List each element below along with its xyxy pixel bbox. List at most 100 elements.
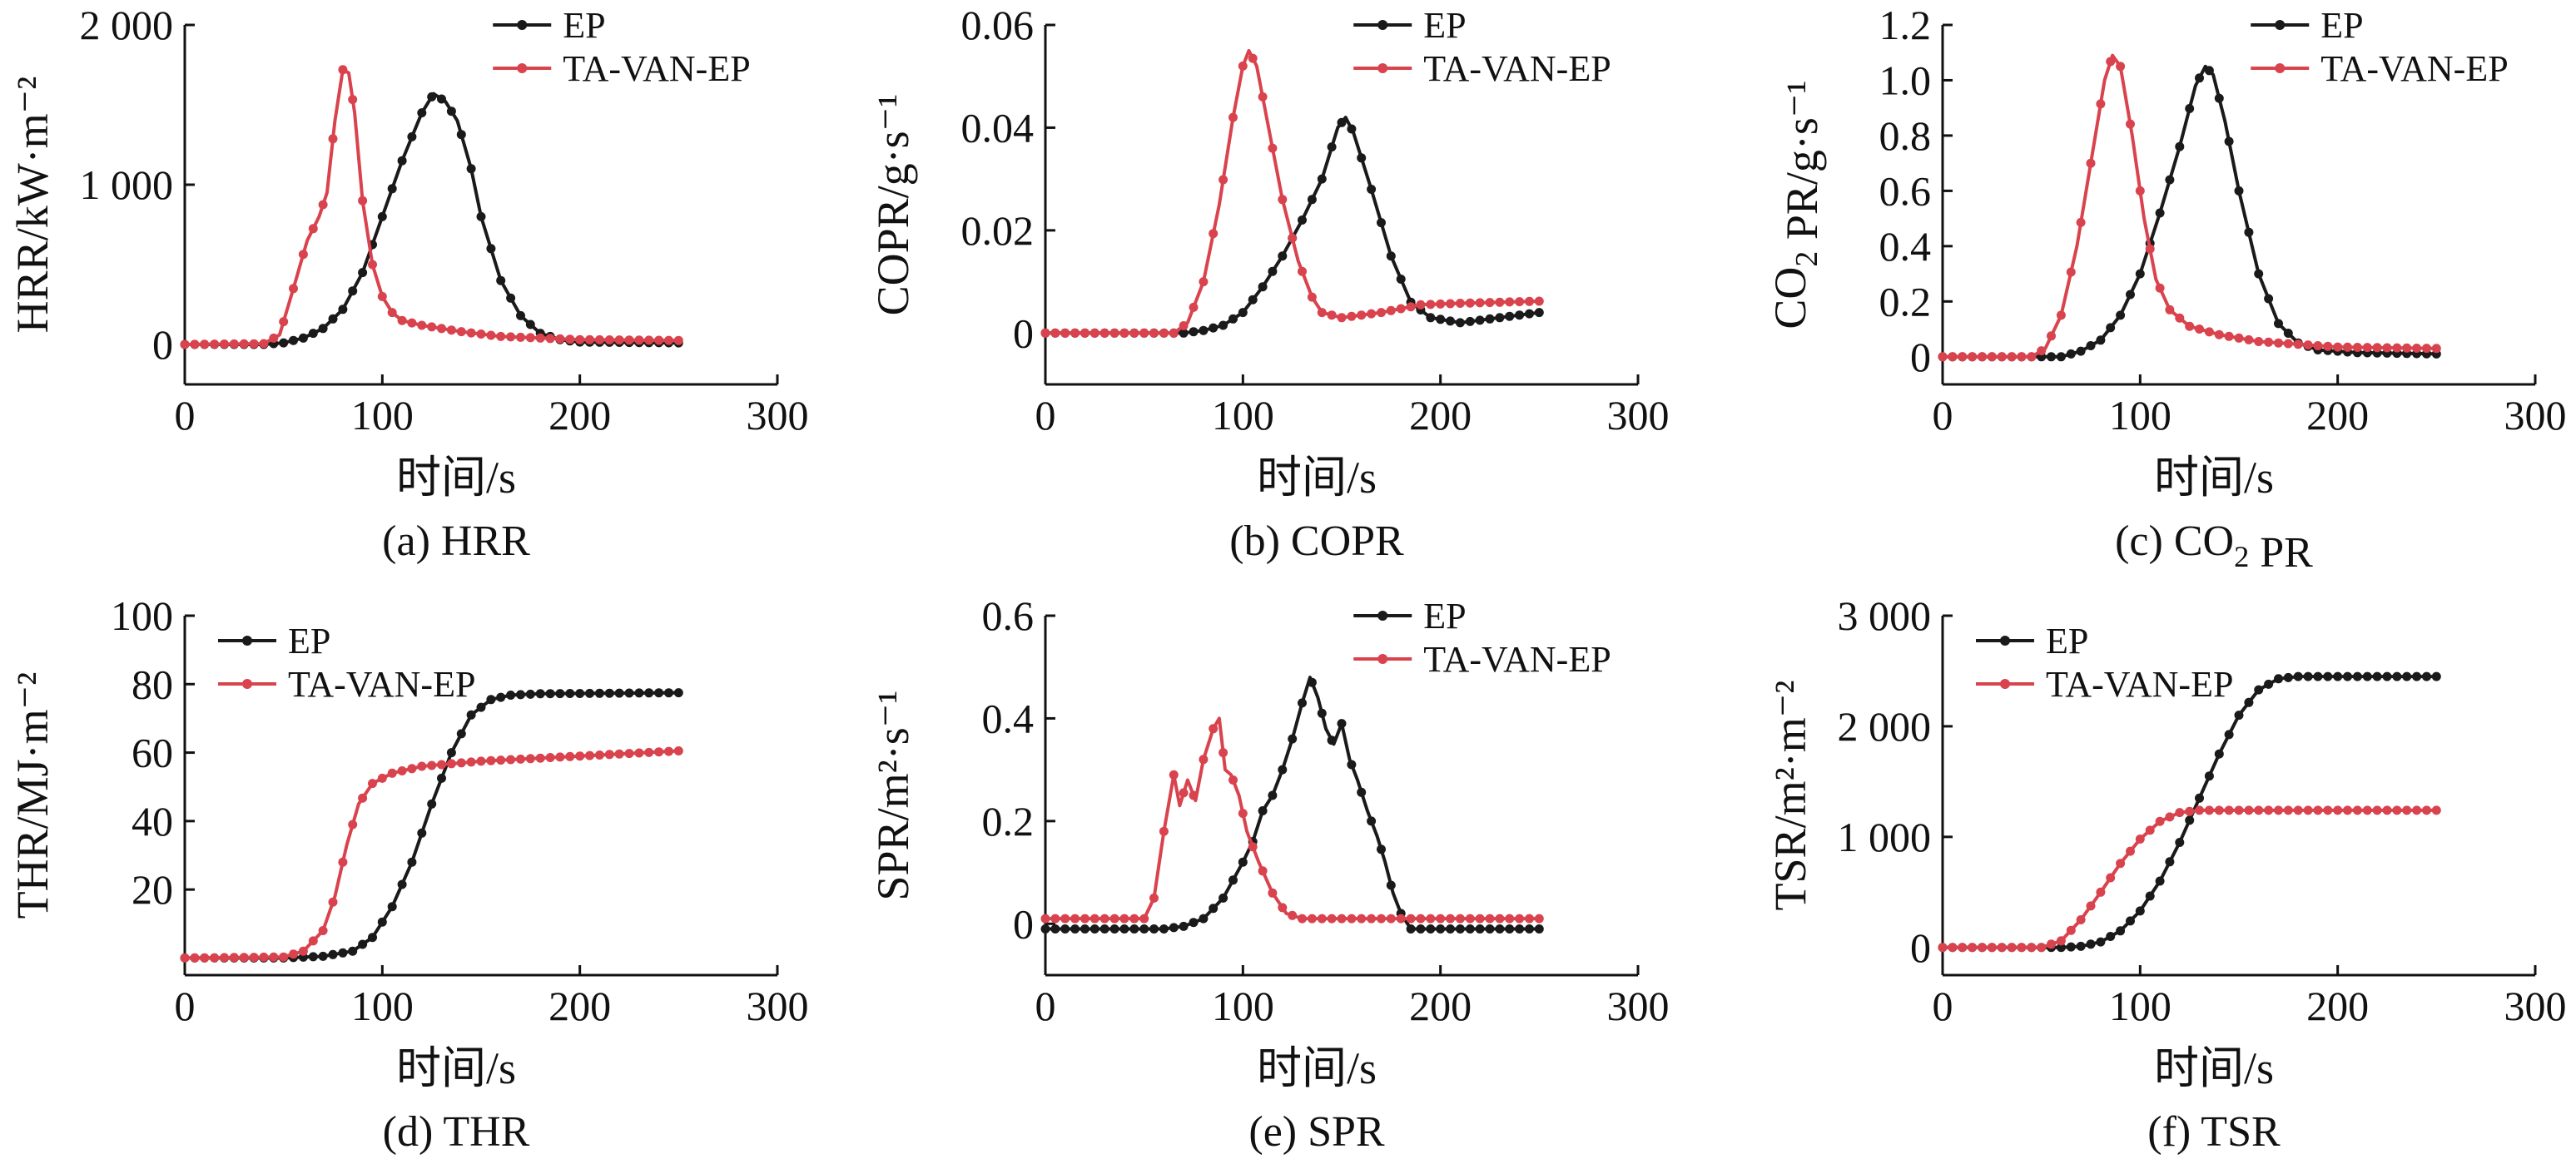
- data-point: [1238, 61, 1248, 71]
- y-tick-label: 80: [132, 661, 173, 707]
- data-point: [1278, 765, 1288, 775]
- data-point: [1060, 914, 1070, 924]
- data-point: [2086, 901, 2096, 911]
- series-line: [1943, 808, 2437, 949]
- data-point: [1465, 924, 1475, 934]
- data-point: [1337, 914, 1347, 924]
- data-point: [2372, 805, 2382, 815]
- data-point: [2185, 321, 2195, 331]
- data-point: [2412, 344, 2422, 353]
- data-point: [2204, 771, 2214, 781]
- data-point: [1465, 298, 1475, 308]
- data-point: [308, 329, 318, 339]
- data-point: [565, 751, 575, 761]
- data-point: [2135, 906, 2145, 916]
- data-point: [1485, 298, 1495, 308]
- data-point: [1485, 914, 1495, 924]
- data-point: [624, 688, 634, 698]
- data-point: [1307, 914, 1317, 924]
- x-tick-label: 0: [1035, 392, 1056, 438]
- data-point: [1505, 924, 1515, 934]
- data-point: [565, 334, 575, 344]
- data-point: [1298, 266, 1307, 276]
- data-point: [2283, 329, 2293, 338]
- legend-marker: [517, 63, 528, 73]
- y-axis-label: HRR/kW·m⁻²: [7, 77, 57, 334]
- data-point: [2096, 335, 2106, 345]
- data-point: [279, 952, 289, 962]
- data-point: [2244, 697, 2254, 707]
- y-tick-label: 1 000: [80, 161, 174, 208]
- data-point: [506, 293, 516, 303]
- data-point: [397, 315, 407, 325]
- data-point: [2244, 334, 2254, 344]
- data-point: [1149, 328, 1159, 338]
- data-point: [2056, 936, 2066, 946]
- data-point: [2283, 805, 2293, 815]
- data-point: [407, 857, 417, 867]
- data-point: [604, 335, 614, 344]
- data-point: [368, 933, 377, 943]
- data-point: [1099, 924, 1109, 934]
- data-point: [1968, 943, 1978, 953]
- data-point: [1455, 924, 1465, 934]
- data-point: [1258, 282, 1268, 292]
- data-point: [1525, 924, 1534, 934]
- data-point: [1436, 315, 1446, 324]
- data-point: [2195, 73, 2204, 83]
- data-point: [2264, 294, 2274, 304]
- data-point: [2116, 926, 2126, 936]
- data-point: [2382, 805, 2392, 815]
- data-point: [673, 688, 683, 698]
- x-tick-label: 200: [2306, 392, 2369, 438]
- legend-marker: [1377, 654, 1388, 664]
- data-point: [397, 156, 407, 166]
- x-tick-label: 300: [747, 983, 809, 1029]
- data-point: [1219, 175, 1228, 185]
- data-point: [2076, 346, 2086, 356]
- x-tick-label: 200: [1409, 392, 1472, 438]
- data-point: [210, 953, 220, 963]
- data-point: [1228, 775, 1238, 785]
- data-point: [476, 329, 486, 339]
- data-point: [644, 747, 654, 757]
- data-point: [1189, 918, 1199, 928]
- x-tick-label: 300: [2504, 392, 2567, 438]
- x-tick-label: 0: [1035, 983, 1056, 1029]
- data-point: [2175, 313, 2185, 323]
- data-point: [654, 335, 664, 345]
- data-point: [1209, 323, 1219, 333]
- data-point: [1525, 296, 1534, 306]
- y-tick-label: 0: [1910, 924, 1931, 971]
- panel-caption: (b) COPR: [1229, 518, 1404, 565]
- data-point: [2412, 805, 2422, 815]
- data-point: [1534, 924, 1544, 934]
- data-point: [1080, 924, 1089, 934]
- data-point: [1129, 914, 1139, 924]
- data-point: [1129, 924, 1139, 934]
- data-point: [397, 879, 407, 889]
- data-point: [496, 692, 506, 702]
- series-ta-van-ep: [1938, 805, 2441, 953]
- data-point: [387, 768, 397, 778]
- data-point: [1248, 842, 1258, 852]
- data-point: [1396, 914, 1406, 924]
- data-point: [1377, 914, 1386, 924]
- y-tick-label: 60: [132, 730, 173, 776]
- data-point: [1337, 313, 1347, 323]
- data-point: [279, 317, 289, 327]
- data-point: [1386, 251, 1396, 261]
- data-point: [308, 936, 318, 946]
- legend-marker: [1377, 20, 1388, 30]
- x-tick-label: 100: [1212, 392, 1274, 438]
- data-point: [220, 339, 229, 349]
- data-point: [338, 65, 348, 75]
- chart-panel-4: 0 100 200 300 20 40 60 80 100 时间/s THR/MJ·m⁻² (d) T…: [7, 592, 809, 1156]
- data-point: [2402, 805, 2412, 815]
- data-point: [239, 339, 249, 349]
- data-point: [298, 333, 308, 343]
- data-point: [1248, 53, 1258, 63]
- data-point: [2402, 343, 2412, 353]
- data-point: [2352, 671, 2362, 681]
- data-point: [1367, 185, 1377, 194]
